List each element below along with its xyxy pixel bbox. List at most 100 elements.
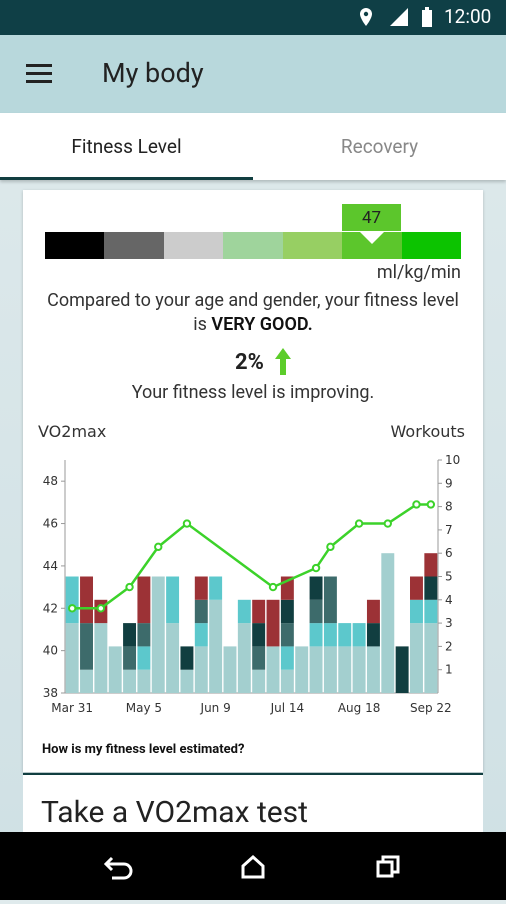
- bar-segment: [137, 576, 151, 624]
- bar-segment: [323, 576, 337, 624]
- bar-segment: [280, 599, 294, 624]
- bar-segment: [151, 576, 165, 693]
- bar-segment: [223, 646, 237, 693]
- gauge-segment: [282, 232, 343, 259]
- trend-text: Your fitness level is improving.: [131, 382, 375, 403]
- status-bar: 12:00: [0, 0, 506, 35]
- app-title: My body: [102, 57, 204, 89]
- test-card-title: Take a VO2max test: [41, 795, 308, 830]
- bar-segment: [166, 576, 180, 624]
- bar-segment: [280, 669, 294, 693]
- y2-tick-label: 7: [445, 523, 453, 537]
- y-tick-label: 40: [43, 644, 58, 658]
- vo2max-point: [412, 500, 421, 509]
- x-tick-label: Sep 22: [410, 701, 452, 715]
- bar-segment: [94, 623, 108, 693]
- bar-segment: [108, 646, 122, 693]
- trend-change: 2%: [235, 350, 264, 375]
- y2-tick-label: 4: [445, 593, 453, 607]
- bar-segment: [280, 623, 294, 647]
- bar-segment: [137, 646, 151, 670]
- y2-tick-label: 1: [445, 663, 453, 677]
- bar-segment: [123, 669, 137, 693]
- y-tick-label: 38: [43, 686, 58, 700]
- bar-segment: [252, 646, 266, 670]
- bar-segment: [381, 553, 395, 693]
- bar-segment: [424, 599, 438, 624]
- vo2max-point: [426, 500, 436, 509]
- y-tick-label: 44: [43, 559, 58, 573]
- y2-tick-label: 3: [445, 616, 453, 630]
- vo2max-point: [125, 582, 134, 592]
- assessment-text: Compared to your age and gender, your fi…: [47, 290, 459, 335]
- bar-segment: [65, 576, 79, 624]
- y-axis-title: VO2max: [38, 422, 106, 441]
- bar-segment: [237, 599, 251, 624]
- x-tick-label: Aug 18: [338, 701, 381, 715]
- bar-segment: [352, 623, 366, 647]
- bar-segment: [366, 623, 380, 647]
- bar-segment: [137, 623, 151, 647]
- x-tick-label: Jun 9: [200, 701, 231, 715]
- tab[interactable]: Recovery: [340, 135, 419, 158]
- chart: VO2max Workouts 38 40 42 44 46 48 1 2 3 4 5 6 7 8 9 10 M…: [38, 422, 465, 715]
- bar-segment: [309, 576, 323, 600]
- x-tick-label: Jul 14: [270, 701, 305, 715]
- bar-segment: [338, 646, 352, 693]
- vo2max-point: [96, 604, 106, 613]
- bar-segment: [366, 599, 380, 624]
- tab[interactable]: Fitness Level: [0, 113, 253, 180]
- menu-button[interactable]: [26, 63, 54, 85]
- bar-segment: [194, 623, 208, 647]
- status-icons: [360, 7, 432, 27]
- bar-segment: [65, 623, 79, 693]
- tab-bar: Fitness Level Recovery: [0, 113, 506, 180]
- y-tick-label: 46: [43, 517, 58, 531]
- gauge-pointer: [359, 231, 385, 244]
- bar-segment: [266, 646, 280, 693]
- vo2max-point: [268, 582, 278, 592]
- gauge-segment: [45, 232, 105, 259]
- assessment: Compared to your age and gender, your fi…: [43, 289, 463, 337]
- vo2max-point: [154, 542, 163, 552]
- bar-segment: [352, 646, 366, 693]
- vo2max-point: [182, 519, 192, 528]
- bar-segment: [338, 623, 352, 647]
- bar-segment: [194, 599, 208, 624]
- bar-segment: [309, 599, 323, 624]
- bar-segment: [424, 576, 438, 600]
- vo2max-point: [67, 604, 77, 613]
- back-button[interactable]: [103, 856, 133, 880]
- bar-segment: [280, 646, 294, 670]
- home-button[interactable]: [241, 854, 265, 879]
- bar-segment: [180, 646, 194, 670]
- gauge-segment: [104, 232, 164, 259]
- bar-segment: [237, 623, 251, 693]
- bar-segment: [252, 623, 266, 647]
- vo2max-point: [383, 519, 392, 528]
- bar-segment: [209, 599, 223, 693]
- clock: 12:00: [444, 5, 492, 28]
- recents-button[interactable]: [376, 855, 400, 878]
- vo2max-point: [326, 542, 335, 552]
- bar-segment: [295, 646, 309, 693]
- bar-segment: [209, 576, 223, 600]
- bar-segment: [252, 669, 266, 693]
- gauge-segment: [223, 232, 283, 259]
- vo2max-line: [72, 503, 431, 610]
- bar-segment: [410, 599, 423, 624]
- bar-segment: [80, 576, 93, 624]
- nav-bar: [0, 832, 506, 900]
- gauge-marker: 47: [342, 204, 401, 231]
- x-tick-label: May 5: [126, 701, 162, 715]
- bar-segment: [80, 669, 93, 693]
- bar-segment: [309, 646, 323, 693]
- bar-segment: [180, 669, 194, 693]
- help-link[interactable]: How is my fitness level estimated?: [42, 742, 245, 757]
- y2-tick-label: 10: [445, 453, 460, 467]
- bar-segment: [194, 576, 208, 600]
- gauge-segment: [401, 232, 461, 259]
- bar-segment: [123, 646, 137, 670]
- bar-segment: [252, 599, 266, 624]
